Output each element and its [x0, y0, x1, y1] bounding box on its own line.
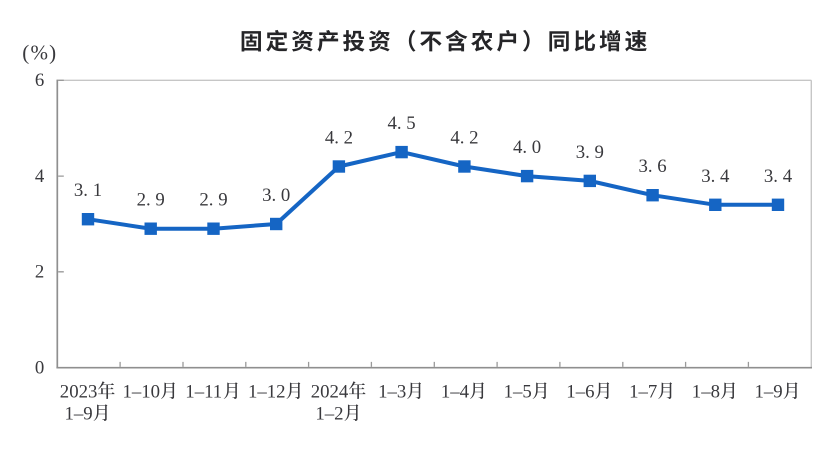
svg-text:1–5: 1–5 [504, 382, 532, 403]
svg-text:1–11: 1–11 [185, 382, 222, 403]
svg-text:1–8: 1–8 [692, 382, 720, 403]
svg-text:4. 0: 4. 0 [513, 137, 541, 158]
svg-text:1–9: 1–9 [65, 404, 93, 425]
svg-text:1–4: 1–4 [441, 382, 470, 403]
svg-text:1–7: 1–7 [629, 382, 657, 403]
svg-text:3. 4: 3. 4 [764, 166, 793, 187]
svg-text:2: 2 [35, 262, 44, 283]
svg-text:(%): (%) [22, 41, 57, 65]
svg-text:0: 0 [35, 357, 44, 378]
svg-text:4. 2: 4. 2 [450, 128, 478, 149]
svg-text:4. 2: 4. 2 [325, 128, 353, 149]
svg-text:3. 1: 3. 1 [74, 180, 102, 201]
svg-text:4. 5: 4. 5 [388, 113, 416, 134]
svg-text:1–6: 1–6 [566, 382, 594, 403]
svg-text:1–10: 1–10 [123, 382, 161, 403]
svg-text:2024: 2024 [311, 382, 349, 403]
svg-text:1–2: 1–2 [315, 404, 343, 425]
svg-text:3. 0: 3. 0 [262, 185, 290, 206]
svg-text:6: 6 [35, 70, 44, 91]
svg-text:1–9: 1–9 [755, 382, 783, 403]
svg-text:1–3: 1–3 [378, 382, 406, 403]
svg-text:3. 6: 3. 6 [639, 156, 667, 177]
svg-text:2. 9: 2. 9 [199, 190, 227, 211]
svg-text:2. 9: 2. 9 [137, 190, 165, 211]
svg-text:2023: 2023 [60, 382, 98, 403]
svg-text:1–12: 1–12 [248, 382, 286, 403]
svg-text:4: 4 [35, 166, 45, 187]
svg-text:3. 4: 3. 4 [701, 166, 730, 187]
svg-text:3. 9: 3. 9 [576, 142, 604, 163]
